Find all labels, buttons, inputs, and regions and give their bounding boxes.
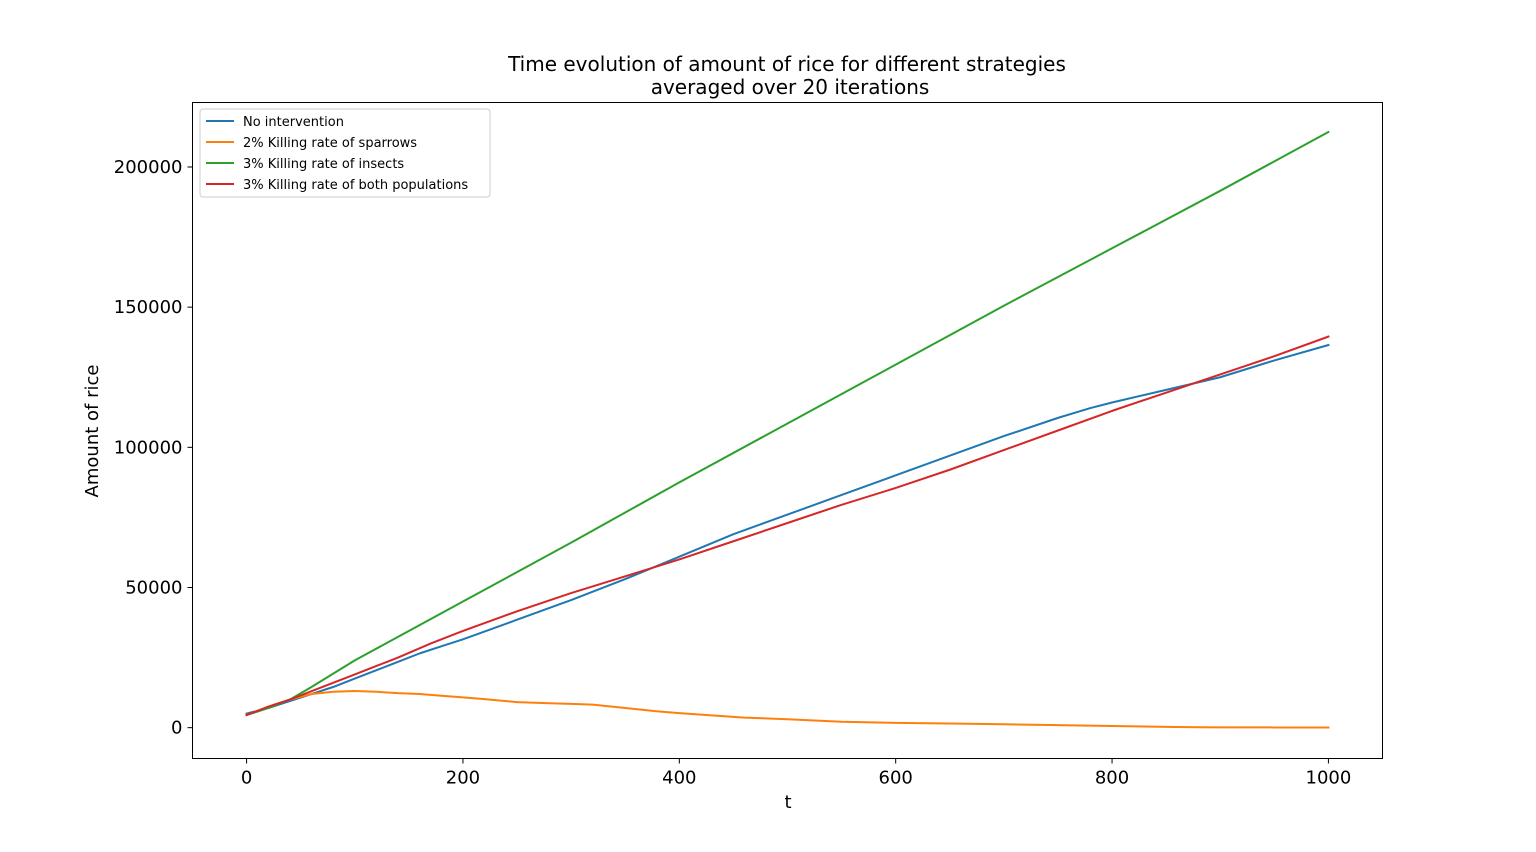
chart-title-line-1: Time evolution of amount of rice for dif… (507, 52, 1066, 76)
series-line-1 (245, 343, 1330, 715)
x-tick-label: 800 (1095, 768, 1129, 789)
x-axis-ticks: 0 200 400 600 800 1000 (241, 758, 1352, 789)
y-axis-ticks: 0 50000 100000 150000 200000 (114, 157, 193, 739)
legend-label-3: 3% Killing rate of insects (243, 157, 404, 172)
y-tick-label: 100000 (114, 437, 183, 458)
y-tick-label: 0 (171, 718, 182, 739)
x-tick-label: 200 (446, 768, 480, 789)
x-tick-label: 600 (879, 768, 913, 789)
axes-frame (192, 102, 1383, 759)
x-tick-label: 1000 (1306, 768, 1352, 789)
y-axis-label: Amount of rice (82, 365, 103, 498)
x-axis-label: t (784, 792, 791, 813)
legend-box (199, 108, 491, 198)
legend: No intervention 2% Killing rate of sparro… (199, 108, 491, 198)
y-tick-label: 50000 (125, 577, 182, 598)
series-line-3 (245, 130, 1330, 717)
legend-label-4: 3% Killing rate of both populations (243, 178, 468, 193)
series-line-4 (245, 335, 1330, 717)
y-tick-label: 200000 (114, 157, 183, 178)
x-tick-label: 0 (241, 768, 252, 789)
series-line-2 (245, 689, 1330, 729)
legend-label-2: 2% Killing rate of sparrows (243, 136, 417, 151)
x-tick-label: 400 (662, 768, 696, 789)
y-tick-label: 150000 (114, 297, 183, 318)
series-lines (245, 130, 1330, 729)
legend-label-1: No intervention (243, 115, 344, 130)
chart-title-line-2: averaged over 20 iterations (651, 75, 930, 99)
